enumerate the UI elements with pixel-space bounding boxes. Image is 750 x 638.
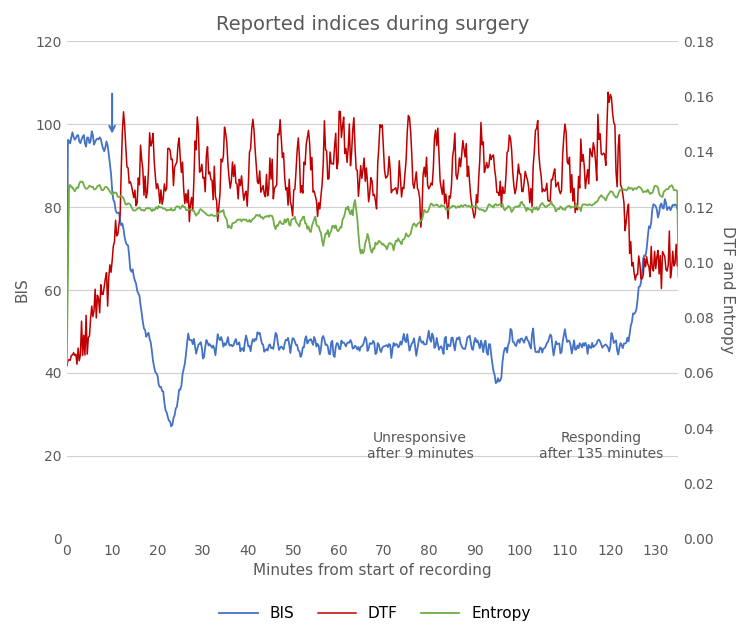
BIS	[166, 422, 176, 430]
Entropy	[76, 178, 85, 186]
Entropy	[496, 201, 505, 209]
Text: Responding
after 135 minutes: Responding after 135 minutes	[539, 431, 664, 461]
BIS	[674, 205, 683, 213]
BIS	[87, 128, 96, 135]
DTF	[608, 110, 617, 117]
Line: BIS: BIS	[67, 131, 679, 426]
DTF	[62, 362, 71, 369]
Entropy	[62, 360, 71, 367]
Entropy	[674, 273, 683, 281]
DTF	[604, 89, 613, 96]
Entropy	[529, 205, 538, 213]
BIS	[434, 346, 443, 353]
Entropy	[433, 202, 442, 209]
Entropy	[591, 198, 600, 206]
BIS	[530, 340, 538, 348]
DTF	[674, 253, 683, 261]
Y-axis label: BIS: BIS	[15, 278, 30, 302]
BIS	[592, 339, 602, 347]
BIS	[609, 339, 618, 347]
Text: Unresponsive
after 9 minutes: Unresponsive after 9 minutes	[367, 431, 473, 461]
DTF	[495, 191, 504, 199]
Entropy	[98, 186, 106, 194]
Line: DTF: DTF	[67, 93, 679, 366]
DTF	[432, 142, 441, 149]
Entropy	[608, 188, 617, 196]
BIS	[497, 373, 506, 381]
Legend: BIS, DTF, Entropy: BIS, DTF, Entropy	[213, 600, 537, 627]
X-axis label: Minutes from start of recording: Minutes from start of recording	[254, 563, 492, 578]
DTF	[527, 203, 536, 211]
Y-axis label: DTF and Entropy: DTF and Entropy	[720, 226, 735, 354]
Title: Reported indices during surgery: Reported indices during surgery	[216, 15, 530, 34]
Line: Entropy: Entropy	[67, 182, 679, 364]
DTF	[96, 281, 105, 288]
BIS	[98, 141, 106, 149]
DTF	[590, 145, 599, 153]
BIS	[62, 336, 71, 344]
